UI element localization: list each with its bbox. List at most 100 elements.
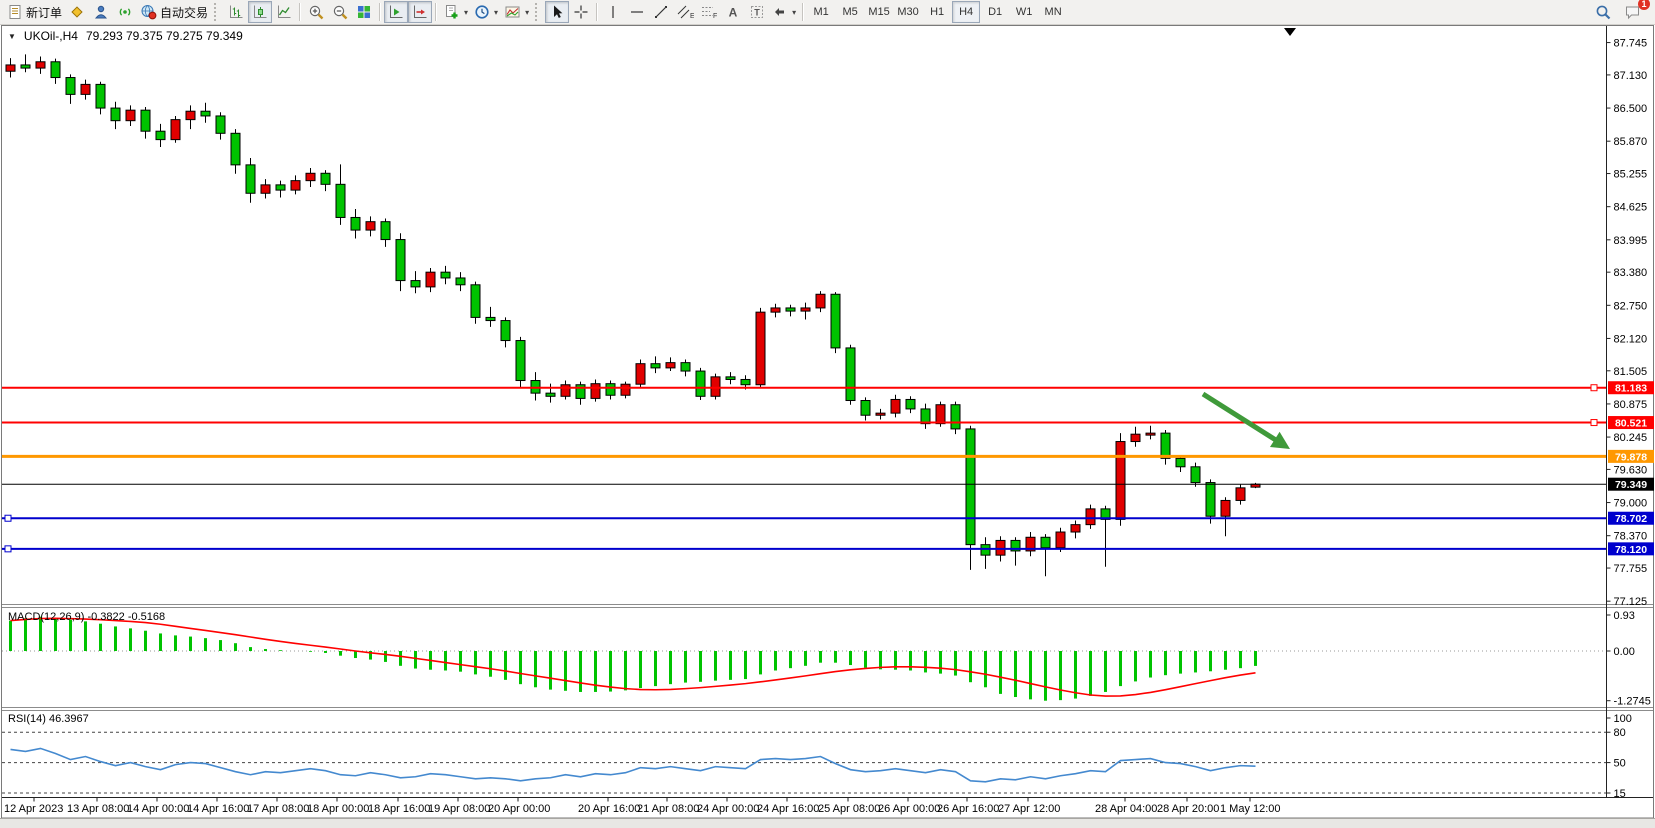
new-order-button[interactable]: 新订单: [4, 1, 65, 23]
auto-scroll-button[interactable]: [408, 1, 433, 23]
signals-button[interactable]: [113, 1, 137, 23]
crosshair-button[interactable]: [569, 1, 593, 23]
community-button[interactable]: [89, 1, 113, 23]
cursor-icon: [554, 5, 563, 18]
candle: [320, 172, 331, 185]
dropdown-caret[interactable]: ▾: [464, 7, 469, 17]
trend-arrow-object[interactable]: [1201, 391, 1290, 449]
arrows-tool[interactable]: ▾: [769, 1, 799, 23]
main-price-pane[interactable]: [2, 28, 1607, 577]
axis-tick-label: 84.625: [1614, 202, 1648, 214]
broadcast-icon: [119, 8, 131, 16]
main-toolbar: 新订单 自动交易: [0, 0, 1655, 25]
candle: [1235, 487, 1246, 501]
chat-button[interactable]: 1: [1621, 0, 1650, 23]
dropdown-caret[interactable]: ▾: [525, 7, 530, 17]
axis-tick-label: 82.750: [1614, 300, 1648, 312]
chart-objects-caret[interactable]: ▼: [8, 31, 16, 41]
new-order-label: 新订单: [26, 5, 63, 20]
text-label-tool[interactable]: T: [745, 1, 769, 23]
candle: [1160, 432, 1171, 459]
tile-windows-button[interactable]: [352, 1, 376, 23]
arrows-icon: [775, 8, 785, 16]
timeframe-W1[interactable]: W1: [1015, 6, 1033, 18]
text-tool[interactable]: A: [721, 1, 745, 23]
candle: [830, 293, 841, 349]
svg-text:78.120: 78.120: [1615, 544, 1647, 556]
candle: [125, 109, 136, 122]
time-axis-label: 12 Apr 2023: [4, 803, 63, 815]
fibonacci-tool[interactable]: F: [697, 1, 721, 23]
candle: [995, 539, 1006, 556]
svg-text:80.521: 80.521: [1615, 418, 1647, 430]
candle: [275, 184, 286, 191]
svg-text:78.702: 78.702: [1615, 513, 1647, 525]
price-tag-79.878: 79.878: [1608, 449, 1654, 463]
horizontal-line-tool[interactable]: [625, 1, 649, 23]
equidistant-channel-tool[interactable]: E: [673, 1, 697, 23]
price-chart[interactable]: 87.745 87.130 86.500 85.870 85.255 84.625 83.9…: [0, 25, 1655, 828]
zoom-out-button[interactable]: [328, 1, 352, 23]
bar-chart-button[interactable]: [224, 1, 248, 23]
chart-title: ▼ UKOil-,H4 79.293 79.375 79.275 79.349: [8, 29, 243, 43]
axis-tick-label: 100: [1614, 713, 1632, 725]
search-button[interactable]: [1591, 1, 1615, 23]
line-chart-button[interactable]: [272, 1, 296, 23]
candle: [155, 130, 166, 141]
candle: [335, 183, 346, 218]
candle: [815, 293, 826, 309]
candle: [1010, 539, 1021, 552]
periods-button[interactable]: ▾: [471, 1, 501, 23]
timeframe-M15[interactable]: M15: [868, 6, 890, 18]
timeframe-D1[interactable]: D1: [988, 6, 1003, 18]
window-bottom-strip: [0, 818, 1655, 828]
line-handle[interactable]: [4, 514, 12, 522]
timeframe-M1[interactable]: M1: [813, 6, 829, 18]
timeframe-M5[interactable]: M5: [842, 6, 858, 18]
candle: [395, 239, 406, 282]
candle: [380, 221, 391, 241]
price-tag-78.120: 78.120: [1608, 542, 1654, 556]
macd-pane[interactable]: [2, 616, 1607, 701]
candle: [545, 392, 556, 397]
chart-window[interactable]: 87.745 87.130 86.500 85.870 85.255 84.625 83.9…: [0, 25, 1655, 828]
top-marker-triangle[interactable]: [1284, 28, 1296, 36]
price-tag-79.349: 79.349: [1608, 477, 1654, 491]
timeframe-M30[interactable]: M30: [897, 6, 919, 18]
line-chart-icon: [278, 5, 291, 18]
rsi-pane[interactable]: [2, 731, 1607, 794]
line-handle[interactable]: [1590, 384, 1598, 392]
chart-shift-button[interactable]: [384, 1, 409, 23]
new-chart-button[interactable]: ▾: [440, 1, 471, 23]
candle: [1175, 457, 1186, 468]
chart-profile-button[interactable]: [65, 1, 89, 23]
auto-trading-button[interactable]: 自动交易: [137, 1, 211, 23]
time-axis-label: 25 Apr 08:00: [818, 803, 880, 815]
candle: [680, 362, 691, 372]
timeframe-H1[interactable]: H1: [930, 6, 945, 18]
toolbar-separator: [802, 3, 805, 21]
toolbar-right-group: 1: [1591, 0, 1651, 23]
candle: [35, 61, 46, 69]
trend-line-tool[interactable]: [649, 1, 673, 23]
time-axis-label: 14 Apr 00:00: [127, 803, 189, 815]
timeframe-H4[interactable]: H4: [952, 1, 981, 23]
time-axis-label: 28 Apr 04:00: [1095, 803, 1157, 815]
candle: [80, 83, 91, 95]
line-handle[interactable]: [4, 545, 12, 553]
line-handle[interactable]: [1590, 419, 1598, 427]
cursor-button[interactable]: [545, 1, 570, 23]
candle: [1145, 432, 1156, 436]
dropdown-caret[interactable]: ▾: [792, 7, 797, 17]
zoom-in-button[interactable]: [304, 1, 328, 23]
dropdown-caret[interactable]: ▾: [494, 7, 499, 17]
vertical-line-tool[interactable]: [601, 1, 625, 23]
svg-text:79.349: 79.349: [1615, 479, 1647, 491]
vertical-line-icon: [612, 6, 614, 18]
indicators-button[interactable]: ▾: [501, 1, 532, 23]
price-axis[interactable]: 87.745 87.130 86.500 85.870 85.255 84.625 83.9…: [1606, 26, 1655, 800]
timeframe-MN[interactable]: MN: [1044, 6, 1062, 18]
candle: [695, 370, 706, 397]
candlestick-chart-button[interactable]: [248, 1, 273, 23]
